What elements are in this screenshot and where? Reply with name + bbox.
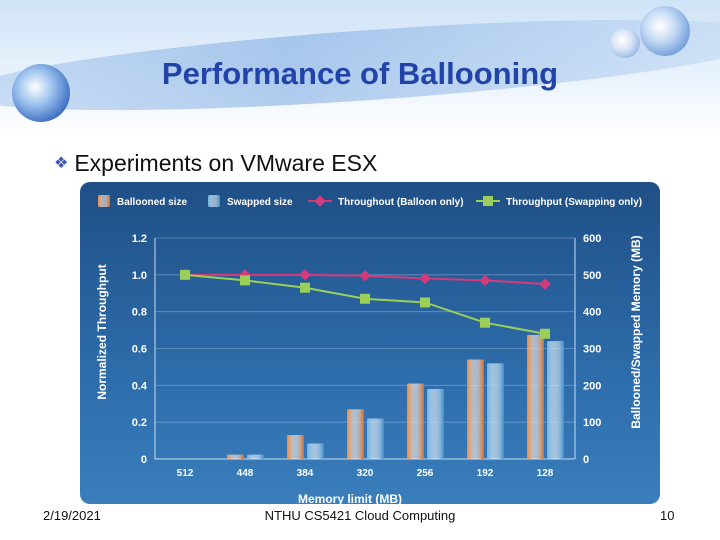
balloon-throughput-point — [539, 278, 551, 290]
y-axis-label: Normalized Throughput — [95, 264, 109, 399]
x-tick-label: 128 — [537, 468, 554, 479]
y-tick-label: 0.4 — [132, 380, 148, 392]
chart-bars — [227, 334, 564, 459]
swapped-bar — [547, 341, 564, 459]
swapped-bar — [367, 418, 384, 459]
y-tick-label: 0.2 — [132, 417, 147, 429]
balloon-throughput-point — [299, 269, 311, 281]
swap-throughput-point — [240, 275, 250, 286]
swap-throughput-point — [360, 293, 370, 304]
chart-legend: Ballooned size Swapped size Throughout (Ba… — [98, 195, 642, 208]
bullet-item: ❖ Experiments on VMware ESX — [54, 150, 377, 177]
decorative-orb — [610, 28, 640, 58]
y2-tick-label: 100 — [583, 417, 601, 429]
chart-lines — [179, 269, 551, 339]
y2-tick-label: 600 — [583, 233, 601, 245]
legend-marker — [483, 196, 493, 206]
swapped-bar — [427, 389, 444, 459]
legend-label: Ballooned size — [117, 197, 187, 208]
legend-swatch — [98, 195, 110, 207]
ballooned-bar — [347, 409, 364, 459]
y-tick-label: 0.8 — [132, 307, 147, 319]
x-tick-label: 192 — [477, 468, 494, 479]
x-tick-label: 512 — [177, 468, 194, 479]
x-axis-label: Memory limit (MB) — [298, 492, 402, 504]
legend-marker — [314, 195, 326, 207]
legend-swatch — [208, 195, 220, 207]
swap-throughput-point — [420, 297, 430, 308]
swap-throughput-point — [180, 269, 190, 280]
swap-throughput-point — [480, 317, 490, 328]
swap-throughput-line — [184, 273, 546, 335]
bullet-diamond-icon: ❖ — [54, 155, 69, 172]
bullet-text: Experiments on VMware ESX — [74, 150, 378, 176]
swapped-bar — [487, 363, 504, 459]
decorative-orb — [640, 6, 690, 56]
ballooned-bar — [527, 334, 544, 459]
y2-tick-label: 400 — [583, 307, 601, 319]
swapped-bar — [307, 443, 324, 459]
footer-date: 2/19/2021 — [43, 508, 101, 523]
swap-throughput-point — [300, 282, 310, 293]
slide-title: Performance of Ballooning — [161, 56, 559, 91]
ballooned-bar — [407, 383, 424, 459]
y2-tick-label: 300 — [583, 344, 601, 356]
y2-tick-label: 0 — [583, 454, 589, 466]
footer-page-number: 10 — [660, 508, 675, 523]
footer-course: NTHU CS5421 Cloud Computing — [264, 508, 456, 523]
chart-grid: 0 0.2 0.4 0.6 0.8 1.0 1.2 0 100 200 300 400 500 600 51… — [132, 233, 602, 479]
balloon-throughput-point — [359, 270, 371, 282]
y-tick-label: 0.6 — [132, 344, 147, 356]
ballooned-bar — [287, 435, 304, 459]
y2-tick-label: 200 — [583, 380, 601, 392]
y-tick-label: 0 — [141, 454, 147, 466]
x-tick-label: 384 — [297, 468, 314, 479]
y-tick-label: 1.2 — [132, 233, 147, 245]
ballooned-bar — [467, 359, 484, 459]
decorative-orb — [12, 64, 70, 122]
swapped-bar — [247, 454, 264, 459]
y2-axis-label: Ballooned/Swapped Memory (MB) — [629, 235, 643, 428]
balloon-throughput-point — [479, 274, 491, 287]
x-tick-label: 256 — [417, 468, 434, 479]
legend-label: Throughput (Swapping only) — [506, 197, 642, 208]
x-tick-label: 320 — [357, 468, 374, 479]
legend-label: Swapped size — [227, 197, 293, 208]
legend-label: Throughout (Balloon only) — [338, 197, 464, 208]
x-tick-label: 448 — [237, 468, 254, 479]
y-tick-label: 1.0 — [132, 270, 147, 282]
ballooned-bar — [227, 454, 244, 459]
throughput-chart: 0 0.2 0.4 0.6 0.8 1.0 1.2 0 100 200 300 400 500 600 51… — [95, 195, 643, 504]
swap-throughput-point — [540, 328, 550, 339]
y2-tick-label: 500 — [583, 270, 601, 282]
